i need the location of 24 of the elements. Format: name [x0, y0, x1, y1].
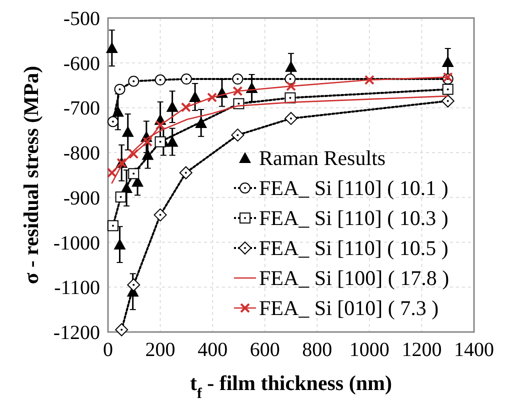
x-tick-label: 400	[198, 339, 228, 361]
y-tick-label: -900	[63, 187, 100, 210]
y-tick-label: -1000	[53, 232, 100, 254]
legend-label: FEA_ Si [010] ( 7.3 )	[259, 296, 439, 320]
x-tick-label: 600	[250, 339, 280, 361]
legend-label: FEA_ Si [110] ( 10.1 )	[259, 176, 448, 200]
legend-label: Raman Results	[259, 146, 386, 170]
y-axis-title: σ - residual stress (MPa)	[19, 66, 43, 284]
y-tick-label: -1100	[54, 277, 100, 300]
x-tick-label: 1000	[349, 339, 390, 361]
x-tick-label: 800	[302, 339, 332, 361]
legend-label: FEA_ Si [110] ( 10.5 )	[259, 236, 448, 260]
legend-label: FEA_ Si [110] ( 10.3 )	[259, 206, 448, 230]
legend-label: FEA_ Si [100] ( 17.8 )	[259, 266, 450, 290]
x-tick-label: 1400	[454, 339, 494, 361]
y-tick-label: -700	[63, 98, 100, 120]
y-tick-label: -1200	[53, 322, 100, 344]
y-tick-label: -600	[63, 52, 100, 75]
y-tick-label: -500	[63, 8, 100, 30]
x-tick-label: 1200	[402, 339, 442, 361]
x-tick-label: 0	[103, 339, 113, 361]
y-tick-label: -800	[63, 142, 100, 165]
x-axis-title: t$_{f}$ - film thickness (nm)	[190, 371, 392, 402]
x-tick-label: 200	[145, 339, 176, 361]
